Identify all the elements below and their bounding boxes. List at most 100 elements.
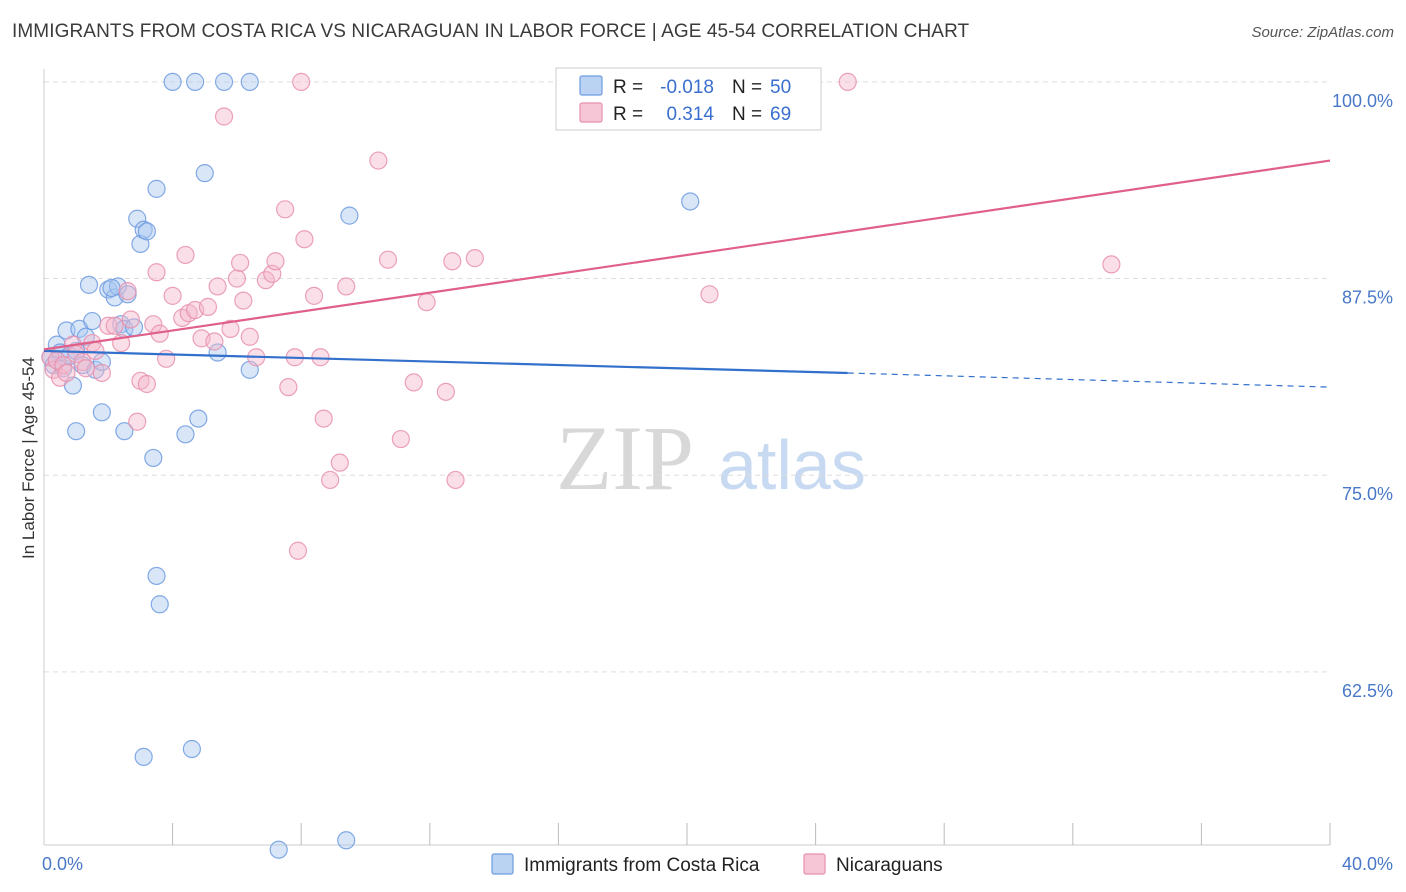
trend-line-blue: [43, 349, 848, 375]
point-pink-34: [214, 107, 234, 126]
watermark: ZIP atlas: [556, 407, 866, 509]
point-pink-48: [295, 230, 314, 249]
legend-r-value-2: 0.314: [666, 104, 714, 125]
point-pink-33: [208, 277, 227, 296]
trend-lines: [43, 159, 1331, 388]
y-tick-label-1: 87.5%: [1342, 288, 1393, 308]
series-legend: Immigrants from Costa Rica Nicaraguans: [491, 853, 943, 876]
point-blue-28: [144, 448, 163, 468]
point-pink-35: [221, 319, 240, 339]
point-pink-39: [240, 327, 259, 346]
point-blue-26: [137, 222, 156, 241]
watermark-atlas: atlas: [718, 426, 866, 504]
point-pink-58: [391, 429, 410, 449]
legend-n-label-1: N =: [732, 77, 762, 98]
point-blue-40: [92, 403, 111, 422]
legend-r-label-2: R =: [613, 104, 643, 125]
point-blue-46: [337, 831, 356, 850]
point-pink-16: [118, 282, 137, 301]
point-pink-44: [276, 200, 295, 219]
point-pink-25: [163, 286, 182, 305]
point-pink-61: [436, 382, 455, 401]
point-pink-66: [700, 285, 719, 304]
point-pink-59: [404, 373, 423, 392]
point-pink-12: [92, 363, 111, 383]
x-tick-label-1: 40.0%: [1342, 854, 1393, 874]
point-blue-30: [150, 595, 169, 614]
point-pink-22: [147, 263, 166, 282]
legend-swatch-blue: [579, 75, 603, 96]
point-pink-27: [176, 245, 195, 265]
point-pink-49: [304, 286, 324, 305]
y-tick-label-0: 100.0%: [1332, 91, 1393, 111]
point-blue-33: [186, 72, 205, 91]
axes: [43, 69, 1331, 846]
point-blue-13: [83, 311, 102, 331]
series-legend-swatch-pink: [803, 853, 826, 875]
legend-r-label-1: R =: [613, 77, 643, 98]
point-pink-32: [205, 332, 224, 351]
point-pink-51: [314, 409, 333, 428]
point-pink-43: [266, 252, 285, 271]
trend-line-blue-dashed: [847, 372, 1331, 388]
point-pink-56: [369, 151, 388, 170]
point-blue-27: [147, 179, 166, 198]
point-pink-45: [279, 378, 298, 397]
point-pink-38: [234, 291, 253, 310]
point-pink-37: [231, 253, 250, 272]
point-pink-60: [417, 293, 436, 312]
point-blue-39: [115, 422, 134, 441]
stats-legend: R = -0.018 N = 50 R = 0.314 N = 69: [555, 67, 822, 131]
point-pink-20: [137, 374, 156, 394]
point-pink-11: [86, 341, 105, 361]
point-blue-23: [128, 209, 147, 228]
point-pink-31: [198, 297, 218, 316]
y-tick-label-3: 62.5%: [1342, 681, 1393, 701]
point-blue-36: [195, 164, 214, 183]
point-blue-34: [214, 72, 234, 91]
point-pink-63: [446, 470, 465, 490]
legend-r-value-1: -0.018: [660, 77, 714, 98]
point-pink-47: [292, 72, 311, 91]
grid-lines: [44, 81, 1330, 673]
point-pink-67: [838, 72, 857, 91]
point-blue-41: [67, 422, 86, 441]
point-blue-47: [340, 206, 359, 225]
point-pink-24: [157, 349, 176, 368]
x-tick-labels: 0.0% 40.0%: [42, 854, 1393, 874]
point-pink-62: [443, 252, 462, 271]
point-blue-48: [681, 192, 700, 211]
point-pink-57: [378, 250, 398, 269]
legend-n-value-2: 69: [770, 104, 791, 125]
point-blue-37: [176, 425, 195, 444]
point-blue-45: [269, 840, 288, 859]
point-pink-50: [311, 348, 330, 367]
x-tick-label-0: 0.0%: [42, 854, 83, 874]
point-pink-18: [128, 412, 147, 431]
point-pink-55: [288, 541, 308, 560]
point-pink-52: [321, 470, 340, 490]
trend-line-pink: [43, 159, 1331, 351]
series-legend-label-pink: Nicaraguans: [836, 855, 943, 876]
point-pink-9: [76, 359, 95, 378]
point-blue-32: [163, 72, 182, 91]
point-pink-64: [465, 249, 484, 268]
point-blue-35: [240, 72, 259, 91]
point-pink-54: [337, 277, 356, 296]
legend-n-value-1: 50: [770, 77, 791, 98]
point-pink-53: [330, 453, 349, 472]
chart-title: IMMIGRANTS FROM COSTA RICA VS NICARAGUAN…: [12, 21, 970, 42]
data-points: [41, 72, 1121, 859]
point-pink-36: [227, 269, 246, 288]
y-tick-labels: 100.0% 87.5% 75.0% 62.5%: [1332, 91, 1393, 701]
point-blue-38: [189, 409, 208, 428]
point-blue-31: [134, 747, 153, 766]
legend-swatch-pink: [579, 102, 603, 123]
y-axis-label: In Labor Force | Age 45-54: [19, 357, 38, 559]
point-pink-68: [1102, 255, 1121, 274]
y-tick-label-2: 75.0%: [1342, 484, 1393, 504]
chart-source: Source: ZipAtlas.com: [1251, 24, 1394, 41]
series-legend-swatch-blue: [491, 853, 514, 875]
point-blue-44: [182, 739, 201, 759]
